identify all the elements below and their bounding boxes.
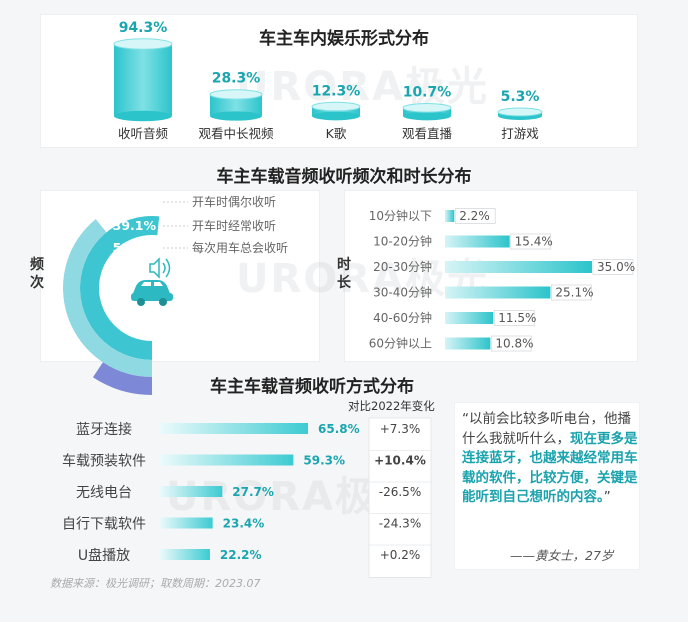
freq-duration-title: 车主车载音频收听频次和时长分布 <box>216 167 472 187</box>
cylinder-base <box>312 111 360 121</box>
method-change-label: +7.3% <box>380 422 421 436</box>
method-bar <box>160 549 210 560</box>
cylinder-top <box>311 101 361 112</box>
duration-value-box <box>551 284 592 301</box>
duration-category-label: 20-30分钟 <box>373 259 432 274</box>
change-header: 对比2022年变化 <box>348 399 435 413</box>
method-change-label: +10.4% <box>374 454 426 468</box>
entertainment-title: 车主车内娱乐形式分布 <box>259 29 429 49</box>
cylinder-top <box>402 103 452 113</box>
quote-text: “以前会比较多听电台，他播什么我就听什么，现在更多是连接蓝牙，也越来越经常用车载… <box>462 410 638 508</box>
duration-bar <box>445 261 592 273</box>
method-value-label: 59.3% <box>303 454 345 468</box>
duration-bar <box>445 337 491 350</box>
cylinder-bar <box>114 44 172 116</box>
duration-category-label: 40-60分钟 <box>373 310 432 325</box>
change-column <box>368 417 432 578</box>
entertainment-chart: 94.3% 收听音频 28.3% 观看中长视频 12.3% K歌 10.7% 观看直播 5.3%… <box>113 20 543 141</box>
watermark-top: URORA极光 <box>236 64 490 110</box>
duration-bar <box>445 286 551 299</box>
category-label: 观看直播 <box>402 126 453 141</box>
duration-value-box <box>493 310 535 326</box>
duration-category-label: 10-20分钟 <box>373 234 432 249</box>
method-category-label: 车载预装软件 <box>62 453 146 470</box>
quote-open: “以前会比较多听电台，他播什么我就听什么， <box>462 411 631 447</box>
cylinder-base <box>210 111 262 121</box>
duration-value-label: 35.0% <box>597 260 635 274</box>
quote-close: ” <box>603 489 611 505</box>
cylinder-base <box>114 110 172 122</box>
method-bar <box>160 517 213 529</box>
frequency-value-label: 39.1% <box>113 218 157 233</box>
duration-bar <box>445 312 494 324</box>
methods-title: 车主车载音频收听方式分布 <box>210 377 414 397</box>
frequency-chart: 9.3% 开车时偶尔收听 39.1% 开车时经常收听 51.6% 每次用车总会收听 <box>62 194 288 395</box>
category-label: K歌 <box>326 126 347 141</box>
donut-ring-segment <box>62 219 152 377</box>
duration-axis-label: 时长 <box>337 257 351 291</box>
value-label: 94.3% <box>119 20 168 36</box>
method-value-label: 65.8% <box>318 422 360 436</box>
source-note: 数据来源：极光调研；取数周期：2023.07 <box>50 577 261 590</box>
method-category-label: 蓝牙连接 <box>76 421 132 438</box>
method-category-label: 自行下载软件 <box>62 517 146 533</box>
duration-value-box <box>510 233 552 250</box>
duration-value-label: 25.1% <box>555 286 593 300</box>
frequency-value-label: 9.3% <box>121 194 156 209</box>
duration-value-label: 15.4% <box>515 235 553 249</box>
frequency-category-label: 开车时经常收听 <box>192 218 276 233</box>
cylinder-bar <box>210 94 262 116</box>
method-value-label: 27.7% <box>232 485 274 499</box>
quote-highlight: 现在更多是连接蓝牙，也越来越经常用车载的软件，比较方便，关键是能听到自己想听的内… <box>462 430 638 506</box>
method-change-label: -24.3% <box>379 517 421 531</box>
quote-box <box>454 402 640 570</box>
category-label: 观看中长视频 <box>198 126 274 141</box>
method-value-label: 23.4% <box>223 517 265 531</box>
duration-value-box <box>592 259 634 275</box>
value-label: 10.7% <box>403 85 452 101</box>
duration-value-label: 11.5% <box>498 311 536 325</box>
method-category-label: U盘播放 <box>78 547 130 564</box>
category-label: 打游戏 <box>501 126 539 141</box>
frequency-category-label: 开车时偶尔收听 <box>192 194 276 209</box>
frequency-category-label: 每次用车总会收听 <box>192 240 288 255</box>
duration-category-label: 60分钟以上 <box>369 336 432 351</box>
category-label: 收听音频 <box>118 126 169 141</box>
donut-ring-segment <box>79 216 160 360</box>
value-label: 28.3% <box>212 71 261 87</box>
cylinder-top <box>497 107 543 117</box>
method-bar <box>160 454 294 466</box>
cylinder-base <box>403 111 451 121</box>
duration-bar <box>445 210 455 222</box>
duration-category-label: 10分钟以下 <box>369 208 432 223</box>
duration-value-box <box>490 335 532 352</box>
duration-value-box <box>454 208 496 224</box>
cylinder-top <box>209 89 263 100</box>
method-change-label: -26.5% <box>379 485 421 499</box>
method-value-label: 22.2% <box>220 548 262 562</box>
duration-value-label: 2.2% <box>459 209 490 223</box>
duration-value-label: 10.8% <box>495 337 533 351</box>
frequency-axis-label: 频次 <box>30 257 44 291</box>
method-category-label: 无线电台 <box>76 485 132 501</box>
method-bar <box>160 423 308 434</box>
quote-author: ——黄女士，27岁 <box>510 548 614 563</box>
value-label: 12.3% <box>312 83 361 99</box>
duration-category-label: 30-40分钟 <box>373 285 432 300</box>
donut-ring-segment <box>92 362 152 395</box>
method-bar <box>160 486 223 497</box>
value-label: 5.3% <box>501 89 540 105</box>
frequency-value-label: 51.6% <box>113 240 157 255</box>
duration-chart: 10分钟以下 2.2% 10-20分钟 15.4% 20-30分钟 35.0% 30-40分… <box>369 208 635 352</box>
duration-bar <box>445 235 510 248</box>
cylinder-top <box>113 38 173 50</box>
method-change-label: +0.2% <box>380 548 421 562</box>
